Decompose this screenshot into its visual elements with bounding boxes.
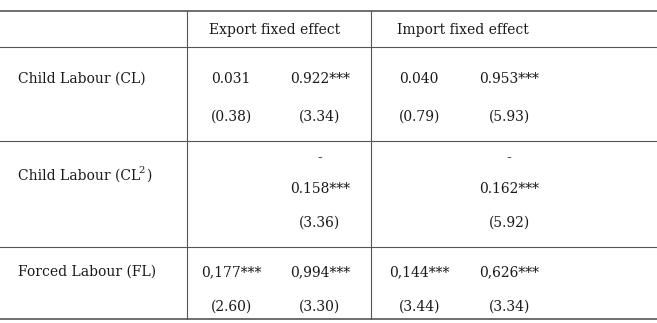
Text: (3.30): (3.30): [300, 299, 340, 313]
Text: 0.162***: 0.162***: [479, 182, 539, 196]
Text: (5.93): (5.93): [489, 109, 530, 123]
Text: (3.36): (3.36): [300, 216, 340, 230]
Text: 0.031: 0.031: [212, 72, 251, 86]
Text: 0.040: 0.040: [399, 72, 439, 86]
Text: Export fixed effect: Export fixed effect: [209, 23, 340, 37]
Text: (2.60): (2.60): [211, 299, 252, 313]
Text: (3.44): (3.44): [398, 299, 440, 313]
Text: 0,144***: 0,144***: [389, 265, 449, 279]
Text: 0,177***: 0,177***: [201, 265, 261, 279]
Text: Import fixed effect: Import fixed effect: [397, 23, 529, 37]
Text: (3.34): (3.34): [489, 299, 530, 313]
Text: ): ): [147, 169, 152, 183]
Text: 0.158***: 0.158***: [290, 182, 350, 196]
Text: Child Labour (CL): Child Labour (CL): [18, 72, 146, 86]
Text: Forced Labour (FL): Forced Labour (FL): [18, 265, 156, 279]
Text: 0.922***: 0.922***: [290, 72, 350, 86]
Text: 0,994***: 0,994***: [290, 265, 350, 279]
Text: 0.953***: 0.953***: [479, 72, 539, 86]
Text: (3.34): (3.34): [300, 109, 340, 123]
Text: 0,626***: 0,626***: [479, 265, 539, 279]
Text: -: -: [507, 151, 512, 165]
Text: -: -: [317, 151, 323, 165]
Text: (0.38): (0.38): [211, 109, 252, 123]
Text: (5.92): (5.92): [489, 216, 530, 230]
Text: Child Labour (CL: Child Labour (CL: [18, 169, 141, 183]
Text: 2: 2: [139, 166, 145, 175]
Text: (0.79): (0.79): [399, 109, 440, 123]
